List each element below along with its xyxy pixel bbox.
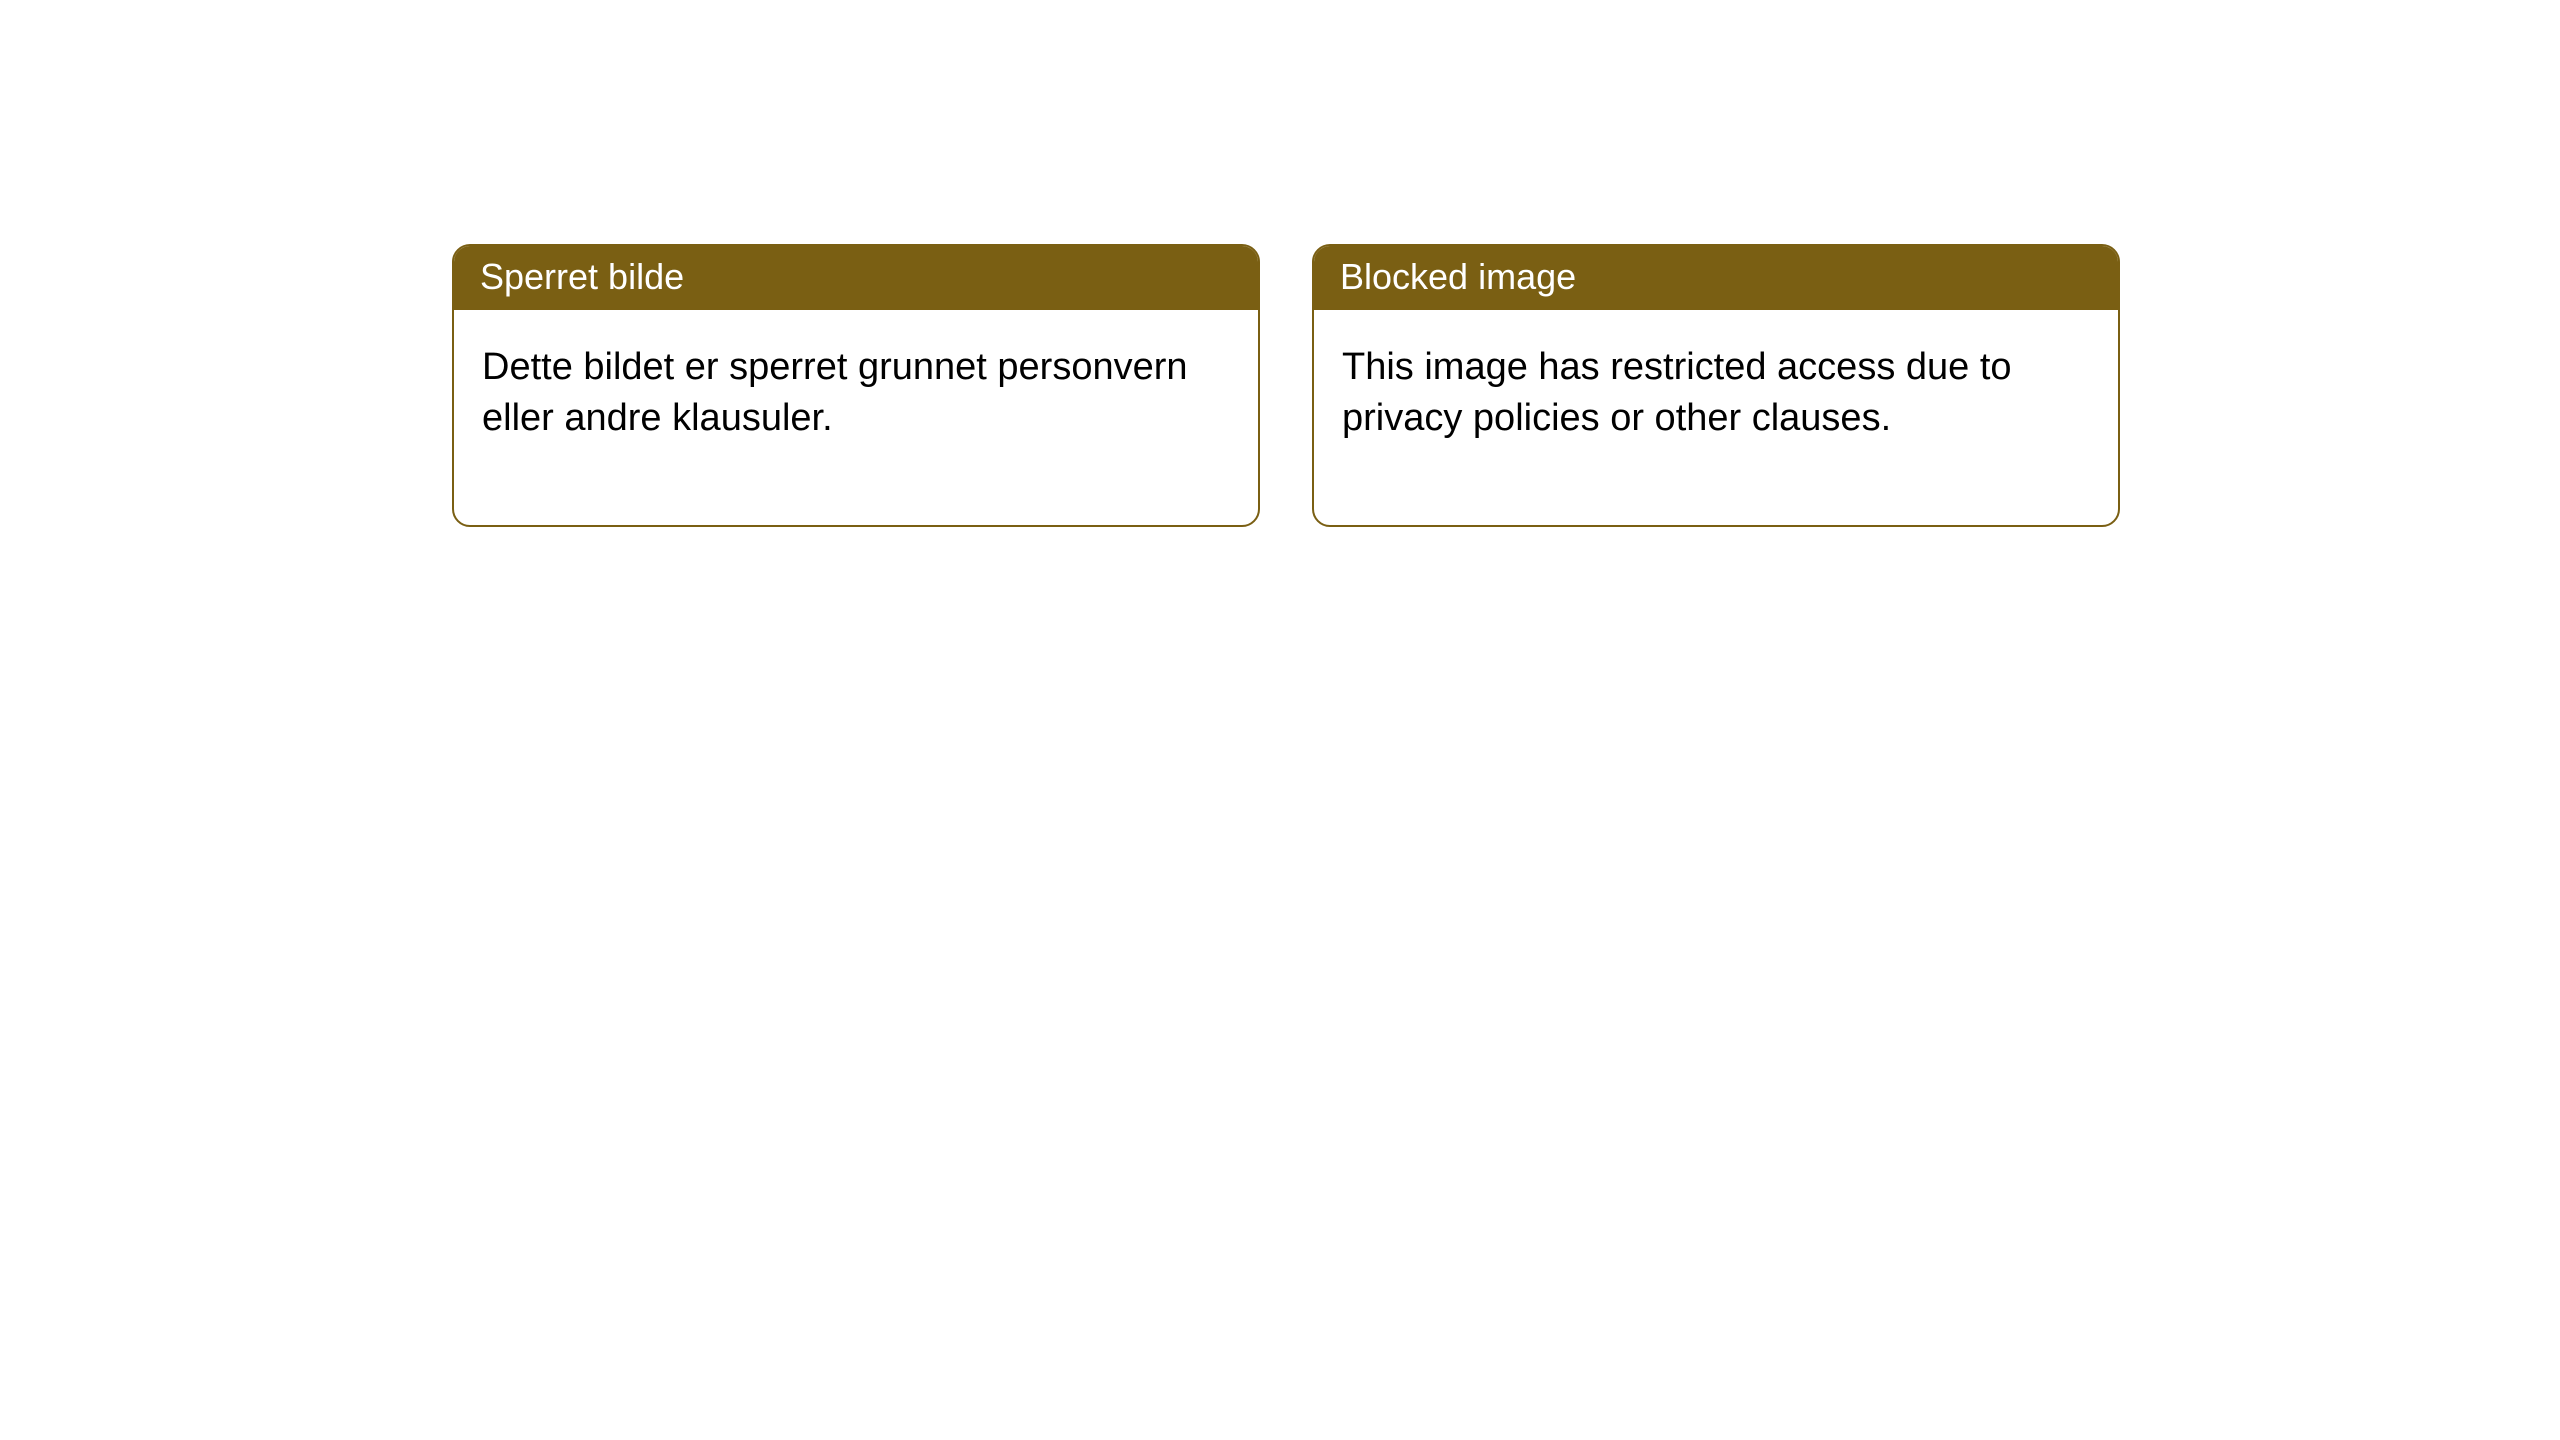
card-body-text: Dette bildet er sperret grunnet personve… bbox=[482, 346, 1188, 439]
card-header: Sperret bilde bbox=[454, 246, 1258, 310]
card-body-text: This image has restricted access due to … bbox=[1342, 346, 2012, 439]
card-title: Sperret bilde bbox=[480, 256, 684, 297]
card-body: This image has restricted access due to … bbox=[1314, 310, 2118, 525]
blocked-image-card-english: Blocked image This image has restricted … bbox=[1312, 244, 2120, 527]
card-body: Dette bildet er sperret grunnet personve… bbox=[454, 310, 1258, 525]
blocked-image-card-norwegian: Sperret bilde Dette bildet er sperret gr… bbox=[452, 244, 1260, 527]
card-header: Blocked image bbox=[1314, 246, 2118, 310]
notice-container: Sperret bilde Dette bildet er sperret gr… bbox=[0, 0, 2560, 527]
card-title: Blocked image bbox=[1340, 256, 1576, 297]
